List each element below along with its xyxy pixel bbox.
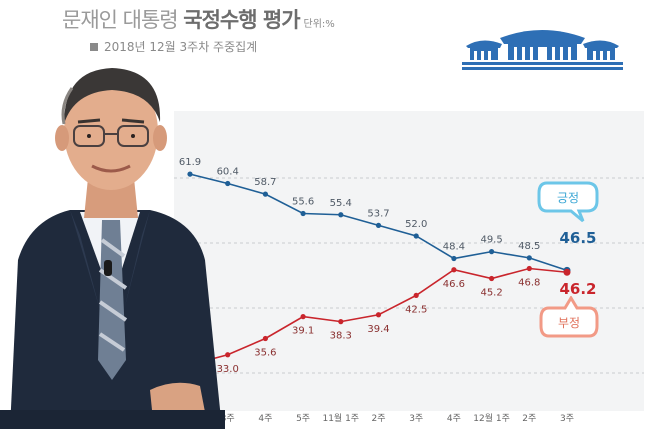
point-negative [451, 267, 457, 273]
data-label-positive: 58.7 [254, 177, 276, 188]
negative-bubble-label: 부정 [558, 316, 580, 330]
page-title: 문재인 대통령 국정수행 평가 단위:% [62, 4, 335, 34]
point-positive [262, 191, 268, 197]
point-negative [526, 265, 532, 272]
title-plain: 문재인 대통령 [62, 8, 184, 32]
x-tick-label: 4주 [258, 413, 272, 424]
x-tick-label: 3주 [409, 413, 423, 424]
data-label-positive: 46.5 [559, 229, 596, 247]
data-label-positive: 48.4 [443, 242, 465, 253]
data-label-positive: 55.4 [330, 198, 352, 209]
data-label-positive: 55.6 [292, 197, 314, 208]
positive-bubble: 긍정 [537, 181, 599, 223]
data-label-positive: 60.4 [217, 167, 239, 178]
series-line-positive [189, 173, 568, 272]
data-label-positive: 48.5 [518, 241, 540, 252]
point-negative [563, 268, 571, 276]
point-negative [225, 352, 231, 358]
data-label-negative: 45.2 [480, 288, 502, 299]
data-label-negative: 42.5 [405, 304, 427, 315]
data-label-positive: 52.0 [405, 219, 427, 230]
point-negative [262, 335, 268, 342]
data-label-negative: 35.6 [254, 348, 276, 359]
point-positive [338, 212, 344, 218]
data-label-negative: 33.0 [217, 364, 239, 375]
subtitle: 2018년 12월 3주차 주중집계 [90, 38, 257, 55]
x-tick-label: 11월 1주 [322, 412, 359, 424]
x-tick-label: 2주 [371, 413, 385, 424]
data-label-positive: 61.9 [179, 157, 201, 168]
point-positive [526, 255, 532, 261]
point-negative [338, 319, 344, 325]
data-label-positive: 53.7 [367, 208, 389, 219]
data-label-negative: 46.2 [559, 280, 596, 298]
x-tick-label: 3주 [560, 413, 574, 424]
point-positive [489, 249, 495, 255]
president-portrait [0, 68, 225, 429]
point-positive [413, 233, 419, 239]
point-positive [187, 171, 193, 177]
data-label-negative: 39.4 [367, 324, 389, 335]
x-tick-label: 3주 [221, 413, 235, 424]
plot-area [174, 111, 644, 411]
positive-bubble-label: 긍정 [557, 191, 579, 205]
point-positive [300, 210, 306, 217]
title-bold: 국정수행 평가 [183, 8, 300, 32]
point-positive [451, 255, 457, 262]
data-label-negative: 46.6 [443, 279, 465, 290]
data-label-negative: 38.3 [330, 331, 352, 342]
unit-label: 단위:% [303, 19, 335, 30]
data-label-negative: 39.1 [292, 326, 314, 337]
point-negative [300, 314, 306, 320]
point-negative [375, 312, 382, 318]
point-negative [489, 275, 495, 282]
subtitle-bullet-icon [90, 43, 98, 51]
x-tick-label: 2주 [522, 413, 536, 424]
subtitle-text: 2018년 12월 3주차 주중집계 [104, 40, 258, 54]
x-tick-label: 4주 [447, 413, 461, 424]
data-label-negative: 46.8 [518, 278, 540, 289]
data-label-positive: 49.5 [480, 235, 502, 246]
point-positive [375, 222, 382, 228]
negative-bubble: 부정 [539, 296, 599, 338]
point-positive [225, 180, 231, 187]
point-negative [413, 292, 419, 298]
x-tick-label: 5주 [296, 413, 310, 424]
x-tick-label: 12월 1주 [473, 412, 510, 424]
blue-house-icon [462, 30, 623, 70]
